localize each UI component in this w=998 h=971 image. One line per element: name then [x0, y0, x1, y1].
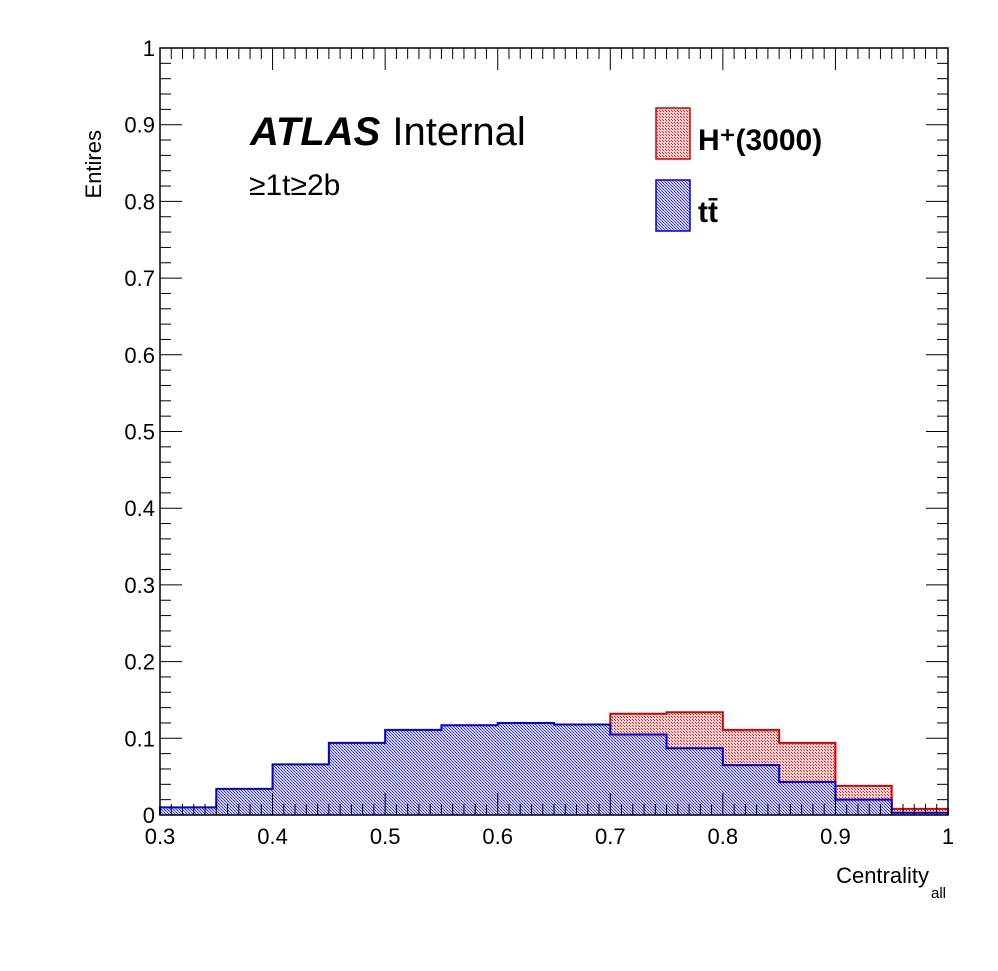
x-tick-label: 0.3: [145, 824, 176, 849]
x-axis-title: Centrality: [836, 863, 929, 888]
selection-label: ≥1t≥2b: [249, 169, 340, 202]
legend-label-signal: H⁺(3000): [698, 124, 822, 157]
y-tick-label: 0.7: [124, 266, 155, 291]
x-axis-title-subscript: all: [931, 885, 946, 902]
histogram-bin: [891, 812, 948, 815]
atlas-status: Internal: [392, 110, 525, 154]
x-tick-label: 1: [942, 824, 954, 849]
x-tick-label: 0.4: [257, 824, 288, 849]
histogram-bin: [385, 729, 442, 815]
legend-label-background: tt̄: [698, 196, 718, 229]
y-tick-label: 0.4: [124, 496, 155, 521]
y-tick-label: 0.2: [124, 650, 155, 675]
legend: H⁺(3000) tt̄: [655, 107, 822, 232]
x-tick-labels: 0.3 0.4 0.5 0.6 0.7 0.8 0.9 1: [145, 824, 954, 849]
y-tick-label: 0.1: [124, 726, 155, 751]
y-tick-label: 0.5: [124, 420, 155, 445]
y-tick-labels: 0 0.1 0.2 0.3 0.4 0.5 0.6 0.7 0.8 0.9 1: [124, 36, 155, 828]
axis-ticks: [159, 47, 949, 816]
legend-swatch-signal: [655, 107, 691, 160]
histogram-bin: [272, 764, 329, 815]
y-tick-label: 0.3: [124, 573, 155, 598]
series-layer: [159, 711, 949, 815]
histogram-bin: [497, 722, 554, 815]
histogram-bin: [666, 748, 723, 815]
y-axis-title: Entires: [81, 130, 106, 198]
y-tick-label: 0.6: [124, 343, 155, 368]
x-tick-label: 0.8: [708, 824, 739, 849]
y-tick-label: 0.8: [124, 189, 155, 214]
histogram-bin: [835, 799, 892, 815]
histogram-bin: [722, 765, 780, 815]
y-tick-label: 0.9: [124, 113, 155, 138]
histogram-bin: [216, 788, 273, 815]
atlas-label: ATLAS Internal: [249, 110, 526, 154]
x-tick-label: 0.9: [820, 824, 851, 849]
histogram-bin: [160, 807, 217, 815]
y-tick-label: 1: [143, 36, 155, 61]
histogram-bin: [610, 734, 667, 815]
legend-swatch-background: [655, 179, 691, 232]
histogram-bin: [779, 782, 836, 815]
histogram-bin: [441, 725, 498, 815]
series-background: [159, 721, 949, 815]
atlas-experiment: ATLAS: [249, 110, 381, 154]
plot-frame: [159, 47, 949, 816]
x-tick-label: 0.6: [482, 824, 513, 849]
histogram-bin: [328, 742, 386, 815]
x-tick-label: 0.5: [370, 824, 401, 849]
histogram-bin: [554, 724, 611, 815]
x-tick-label: 0.7: [595, 824, 626, 849]
y-tick-label: 0: [143, 803, 155, 828]
histogram-outline: [159, 721, 949, 815]
